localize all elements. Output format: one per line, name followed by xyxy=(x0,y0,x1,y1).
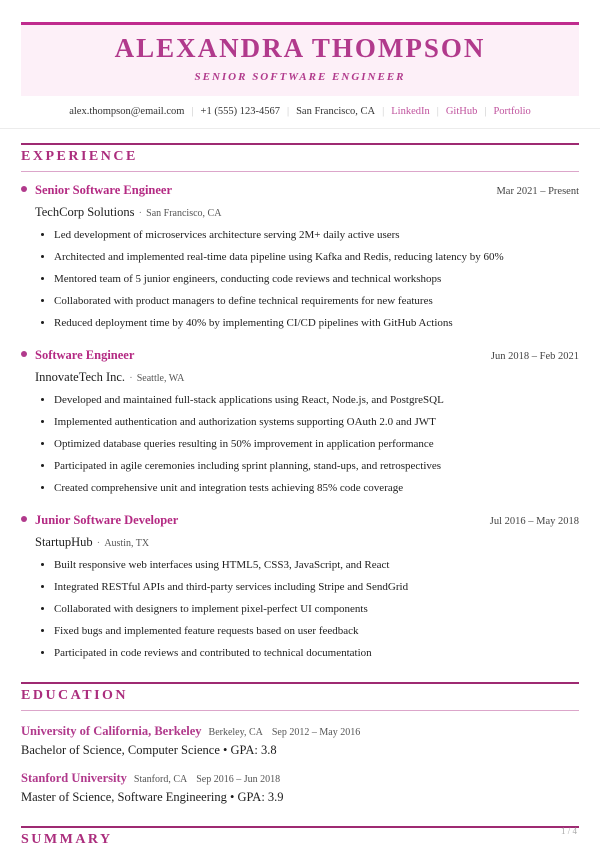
job-dates: Mar 2021 – Present xyxy=(496,186,579,197)
contact-email: alex.thompson@email.com xyxy=(69,106,185,117)
school-location: Berkeley, CA xyxy=(208,727,263,738)
bullet-item: Integrated RESTful APIs and third-party … xyxy=(54,580,579,595)
linkedin-link[interactable]: LinkedIn xyxy=(391,106,430,117)
job-entry: Software Engineer Jun 2018 – Feb 2021 In… xyxy=(21,346,579,496)
experience-section: EXPERIENCE Senior Software Engineer Mar … xyxy=(21,143,579,661)
education-heading: EDUCATION xyxy=(21,682,579,711)
school-dates: Sep 2016 – Jun 2018 xyxy=(196,774,281,785)
school-entry: Stanford University Stanford, CA Sep 2016 … xyxy=(21,769,579,805)
company-name: TechCorp Solutions xyxy=(35,205,135,219)
job-title: Junior Software Developer xyxy=(35,513,179,527)
bullet-item: Led development of microservices archite… xyxy=(54,228,579,243)
contact-separator: | xyxy=(382,106,385,117)
bullet-item: Developed and maintained full-stack appl… xyxy=(54,393,579,408)
bullet-item: Built responsive web interfaces using HT… xyxy=(54,558,579,573)
job-title: Senior Software Engineer xyxy=(35,183,173,197)
bullet-item: Fixed bugs and implemented feature reque… xyxy=(54,624,579,639)
dot-separator: · xyxy=(96,537,101,549)
job-bullet-list: Built responsive web interfaces using HT… xyxy=(21,558,579,661)
job-entry: Senior Software Engineer Mar 2021 – Pres… xyxy=(21,181,579,331)
school-name: Stanford University xyxy=(21,771,127,785)
job-title: Software Engineer xyxy=(35,348,135,362)
job-dates: Jun 2018 – Feb 2021 xyxy=(490,351,579,362)
contact-separator: | xyxy=(436,106,439,117)
contact-separator: | xyxy=(191,106,194,117)
bullet-item: Participated in agile ceremonies includi… xyxy=(54,459,579,474)
dot-separator: · xyxy=(138,207,143,219)
job-bullet-list: Developed and maintained full-stack appl… xyxy=(21,393,579,496)
bullet-item: Reduced deployment time by 40% by implem… xyxy=(54,316,579,331)
job-marker-icon xyxy=(21,516,27,522)
bullet-item: Implemented authentication and authoriza… xyxy=(54,415,579,430)
bullet-item: Mentored team of 5 junior engineers, con… xyxy=(54,272,579,287)
degree-line: Bachelor of Science, Computer Science • … xyxy=(21,743,277,757)
job-bullet-list: Led development of microservices archite… xyxy=(21,228,579,331)
bullet-item: Architected and implemented real-time da… xyxy=(54,250,579,265)
degree-line: Master of Science, Software Engineering … xyxy=(21,790,284,804)
contact-phone: +1 (555) 123-4567 xyxy=(200,106,280,117)
resume-header: ALEXANDRA THOMPSON SENIOR SOFTWARE ENGIN… xyxy=(21,25,579,96)
job-location: Austin, TX xyxy=(104,538,150,549)
contact-separator: | xyxy=(484,106,487,117)
bullet-item: Created comprehensive unit and integrati… xyxy=(54,481,579,496)
school-location: Stanford, CA xyxy=(133,774,188,785)
top-accent-bar xyxy=(21,22,579,25)
portfolio-link[interactable]: Portfolio xyxy=(493,106,531,117)
bullet-item: Participated in code reviews and contrib… xyxy=(54,646,579,661)
bullet-item: Optimized database queries resulting in … xyxy=(54,437,579,452)
job-location: Seattle, WA xyxy=(136,373,185,384)
job-marker-icon xyxy=(21,186,27,192)
github-link[interactable]: GitHub xyxy=(445,106,478,117)
contact-separator: | xyxy=(286,106,290,117)
dot-separator: · xyxy=(129,372,133,384)
school-entry: University of California, Berkeley Berkel… xyxy=(21,722,579,758)
contact-location: San Francisco, CA xyxy=(296,106,376,117)
education-section: EDUCATION University of California, Berk… xyxy=(21,682,579,805)
job-marker-icon xyxy=(21,351,27,357)
summary-heading: SUMMARY xyxy=(21,826,579,849)
contact-row: alex.thompson@email.com | +1 (555) 123-456… xyxy=(21,105,579,119)
candidate-name: ALEXANDRA THOMPSON xyxy=(114,33,486,63)
job-dates: Jul 2016 – May 2018 xyxy=(489,516,579,527)
page-number: 1 / 4 xyxy=(560,826,577,836)
candidate-title: SENIOR SOFTWARE ENGINEER xyxy=(194,71,406,83)
job-location: San Francisco, CA xyxy=(146,208,222,219)
company-name: InnovateTech Inc. xyxy=(35,370,126,384)
bullet-item: Collaborated with designers to implement… xyxy=(54,602,579,617)
job-entry: Junior Software Developer Jul 2016 – May… xyxy=(21,511,579,661)
company-name: StartupHub xyxy=(35,535,93,549)
bullet-item: Collaborated with product managers to de… xyxy=(54,294,579,309)
school-dates: Sep 2012 – May 2016 xyxy=(271,727,361,738)
header-divider xyxy=(0,128,600,129)
experience-heading: EXPERIENCE xyxy=(21,143,579,172)
summary-section: SUMMARY Accomplished Senior Software Eng… xyxy=(21,826,579,849)
school-name: University of California, Berkeley xyxy=(21,724,202,738)
